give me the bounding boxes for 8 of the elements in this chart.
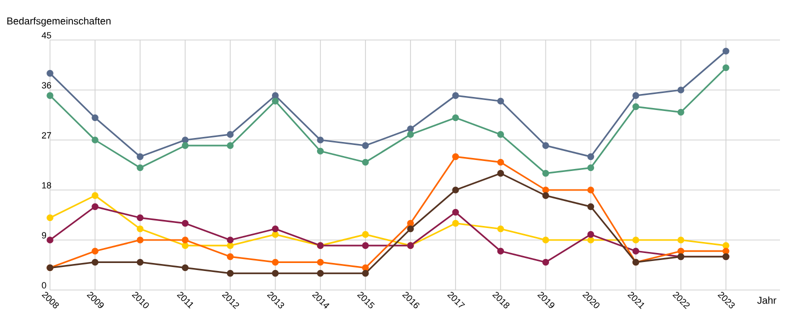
y-tick-label: 27	[42, 132, 52, 138]
y-tick-label: 36	[42, 82, 52, 88]
y-tick-label: 9	[42, 232, 46, 238]
y-tick-label: 18	[42, 182, 52, 188]
x-axis-title: Jahr	[757, 296, 776, 304]
y-tick-label: 45	[42, 32, 52, 38]
y-tick-label: 0	[42, 282, 46, 288]
y-axis-title: Bedarfsgemeinschaften	[7, 17, 111, 26]
